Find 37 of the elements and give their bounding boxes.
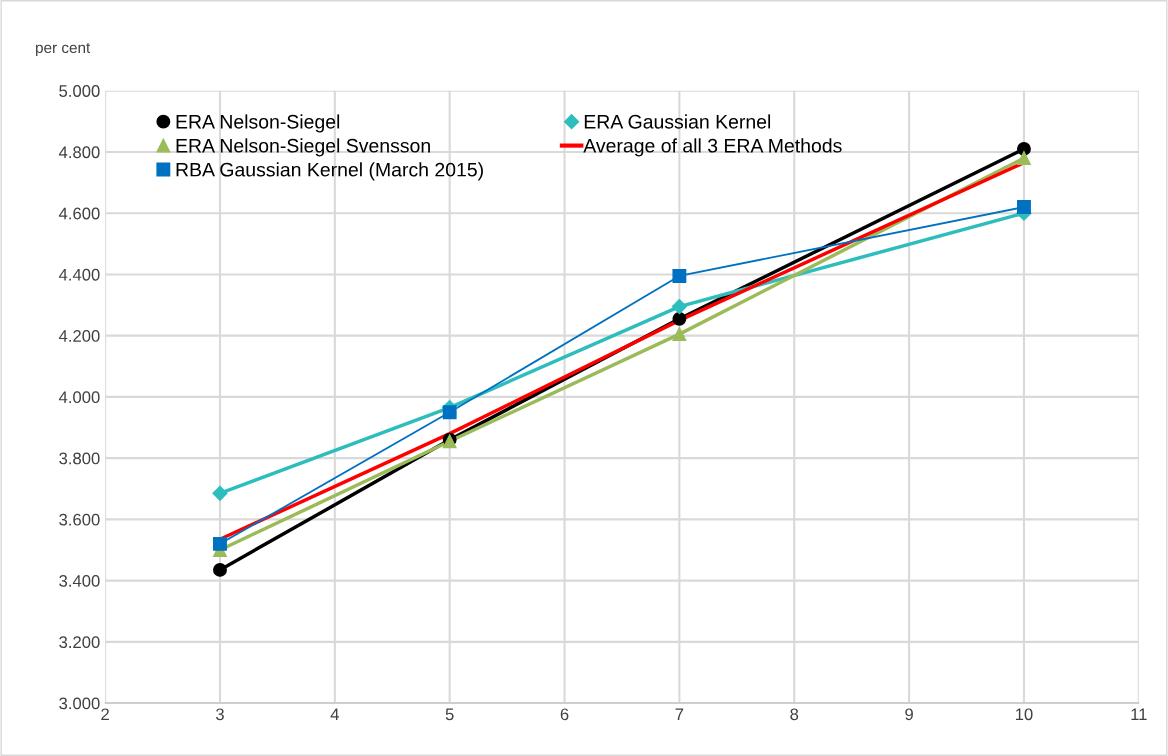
y-tick-label: 4.400 [58,268,100,281]
x-tick-label: 10 [1015,708,1033,721]
point [1017,151,1031,166]
legend-label: Average of all 3 ERA Methods [583,138,842,157]
point [672,269,687,283]
x-tick-label: 11 [1131,708,1147,721]
x-tick-label: 5 [445,708,454,721]
y-tick-label: 3.400 [59,575,100,587]
point [672,311,687,326]
point [671,299,687,315]
legend-label: ERA Nelson-Siegel [176,114,340,133]
point [442,405,457,420]
y-tick-label: 4.200 [58,330,100,342]
x-tick-label: 6 [560,708,569,721]
y-tick-label: 4.800 [58,146,100,159]
y-tick-label: 4.000 [58,391,100,404]
legend-label: ERA Gaussian Kernel [584,114,771,129]
y-tick-label: 4.600 [58,207,100,220]
x-tick-label: 8 [790,708,799,721]
y-tick-label: 3.600 [59,513,100,526]
point [212,485,228,501]
point [213,536,227,551]
x-tick-label: 2 [101,708,109,721]
legend-label: RBA Gaussian Kernel (March 2015) [176,162,483,181]
y-tick-label: 3.800 [59,452,100,465]
y-tick-label: 5.000 [59,85,100,97]
point [213,562,227,577]
y-tick-label: 3.000 [59,697,100,710]
x-tick-label: 9 [905,708,913,721]
point [1017,200,1031,215]
x-tick-label: 3 [215,708,224,721]
x-tick-label: 7 [675,708,684,721]
x-tick-label: 4 [330,708,339,721]
legend-label: ERA Nelson-Siegel Svensson [176,138,430,157]
point [672,327,687,342]
y-axis-title: per cent [36,43,91,57]
y-tick-label: 3.200 [59,636,100,649]
